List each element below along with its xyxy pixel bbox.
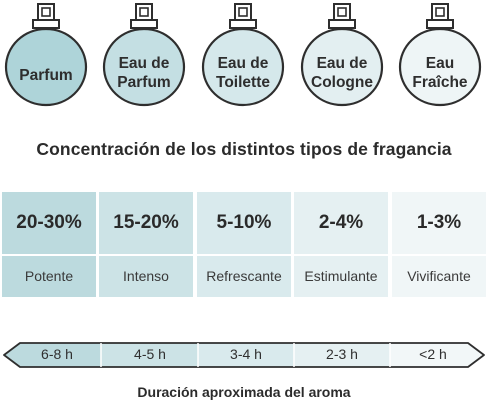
bottle-eau-fraiche: Eau Fraîche	[394, 0, 486, 120]
perfume-bottle-icon	[398, 3, 482, 107]
intensity-label: Potente	[2, 256, 96, 297]
bottle-eau-de-toilette: Eau de Toilette	[197, 0, 289, 120]
bottle-label: Eau de Toilette	[216, 55, 270, 91]
bottle-label: Eau de Cologne	[311, 55, 373, 91]
perfume-bottle-icon	[4, 3, 88, 107]
duration-label: <2 h	[419, 346, 447, 362]
concentration-col: 1-3% Vivificante	[392, 192, 486, 297]
concentration-table: 20-30% Potente 15-20% Intenso 5-10% Refr…	[2, 192, 486, 297]
duration-label: 6-8 h	[41, 346, 73, 362]
concentration-percent: 5-10%	[197, 192, 291, 254]
duration-label: 4-5 h	[134, 346, 166, 362]
arrow-segment-2	[101, 343, 198, 367]
arrow-segment-3	[198, 343, 294, 367]
arrow-outline	[3, 342, 485, 368]
intensity-label: Intenso	[99, 256, 193, 297]
duration-label: 2-3 h	[326, 346, 358, 362]
intensity-label: Estimulante	[294, 256, 388, 297]
concentration-percent: 2-4%	[294, 192, 388, 254]
duration-arrow	[3, 342, 485, 368]
bottle-parfum: Parfum	[0, 0, 92, 120]
bottle-label: Eau de Parfum	[117, 55, 171, 91]
perfume-bottle-icon	[102, 3, 186, 107]
concentration-percent: 15-20%	[99, 192, 193, 254]
concentration-col: 20-30% Potente	[2, 192, 96, 297]
section-heading: Concentración de los distintos tipos de …	[36, 139, 452, 159]
perfume-bottle-icon	[300, 3, 384, 107]
perfume-bottle-icon	[201, 3, 285, 107]
concentration-percent: 20-30%	[2, 192, 96, 254]
arrow-segment-5	[390, 343, 484, 367]
bottle-label: Parfum	[19, 67, 73, 84]
concentration-col: 2-4% Estimulante	[294, 192, 388, 297]
bottle-row: Parfum Eau de Parfum Eau de Toilette Eau…	[0, 0, 488, 120]
arrow-segment-4	[294, 343, 390, 367]
bottle-eau-de-parfum: Eau de Parfum	[98, 0, 190, 120]
concentration-col: 15-20% Intenso	[99, 192, 193, 297]
bottle-label: Eau Fraîche	[412, 55, 468, 91]
intensity-label: Refrescante	[197, 256, 291, 297]
concentration-col: 5-10% Refrescante	[197, 192, 291, 297]
arrow-segment-1	[4, 343, 101, 367]
duration-caption: Duración aproximada del aroma	[137, 384, 351, 400]
intensity-label: Vivificante	[392, 256, 486, 297]
bottle-eau-de-cologne: Eau de Cologne	[296, 0, 388, 120]
duration-label: 3-4 h	[230, 346, 262, 362]
concentration-percent: 1-3%	[392, 192, 486, 254]
